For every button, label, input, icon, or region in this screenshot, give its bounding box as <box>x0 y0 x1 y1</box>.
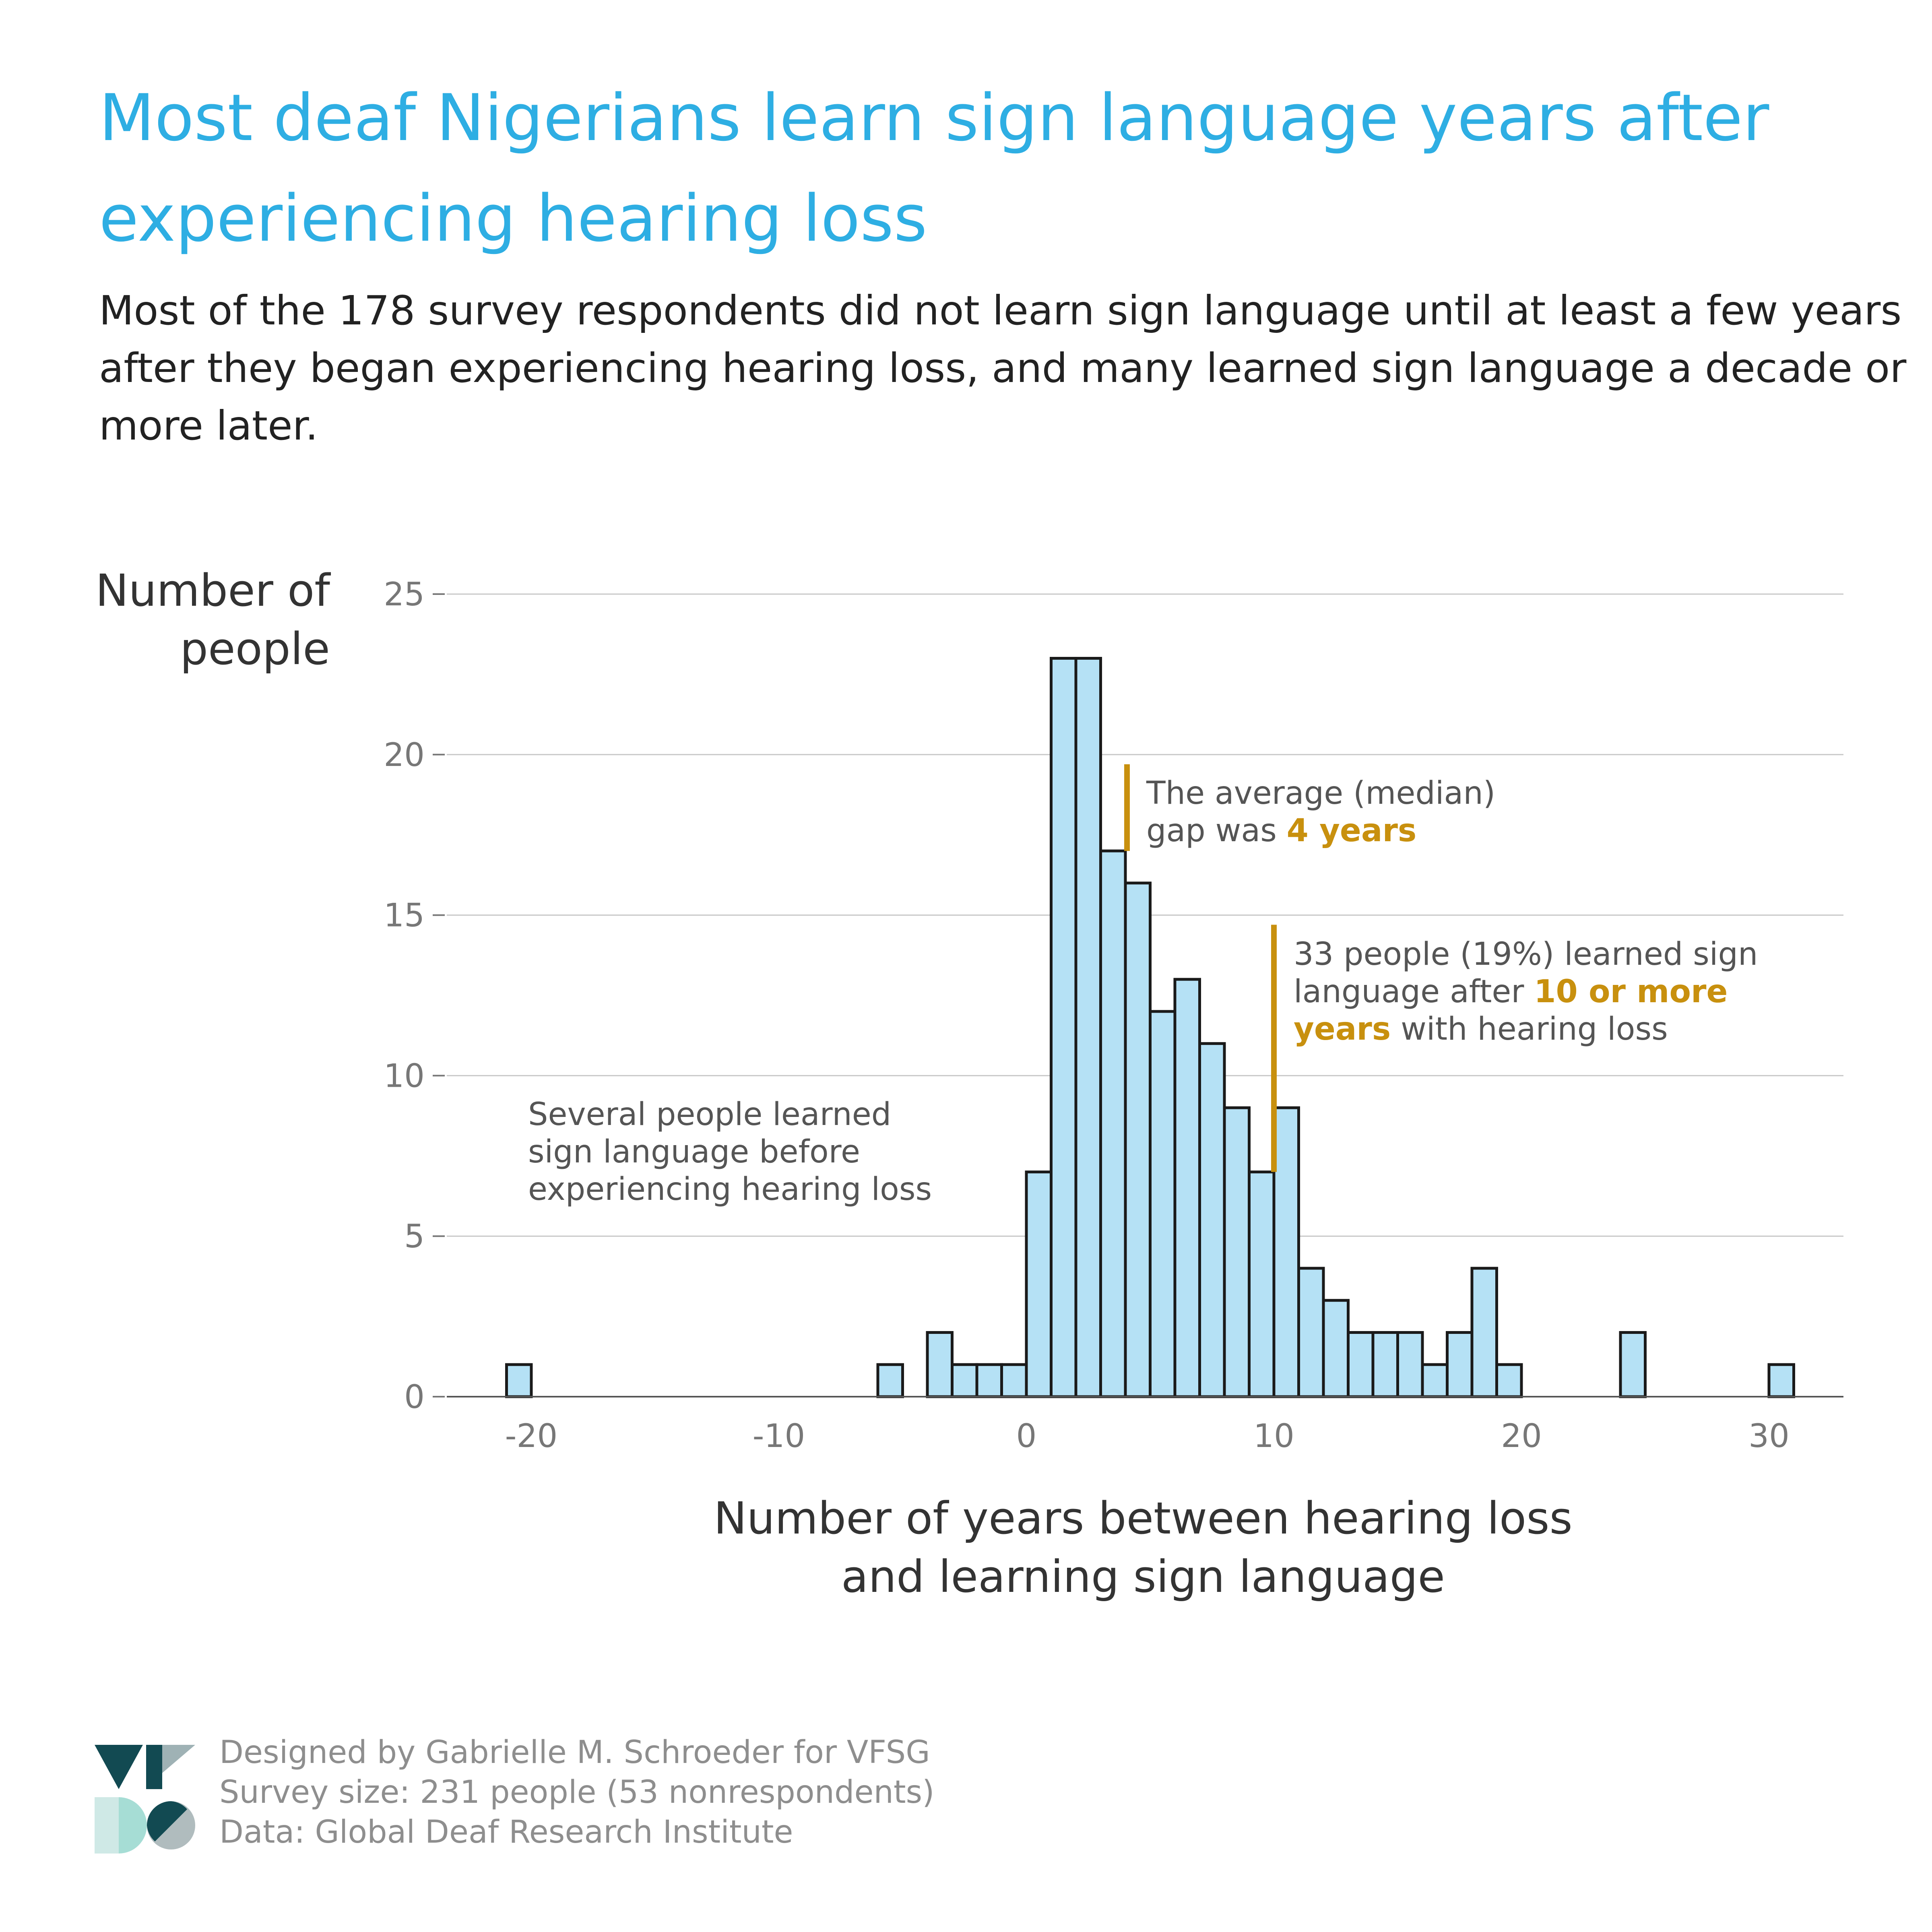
y-axis-title: Number of people <box>40 561 330 678</box>
ten-plus-annotation-highlight-b: years <box>1294 1011 1391 1047</box>
x-tick-label: 30 <box>1748 1417 1790 1455</box>
histogram-bar <box>1272 1106 1300 1398</box>
histogram-bar <box>1396 1331 1424 1398</box>
histogram-bar <box>1495 1363 1523 1398</box>
before-annotation: Several people learned sign language bef… <box>528 1096 932 1208</box>
histogram-bar <box>1099 849 1127 1398</box>
histogram-bar <box>1347 1331 1375 1398</box>
before-annotation-line-1: Several people learned <box>528 1096 892 1133</box>
histogram-bars <box>505 657 1795 1398</box>
histogram-bar <box>1248 1170 1276 1398</box>
x-tick-label: 0 <box>1016 1417 1037 1455</box>
y-tick-label: 0 <box>404 1378 425 1416</box>
histogram-bar <box>1149 1010 1177 1398</box>
histogram-bar <box>1322 1299 1350 1398</box>
x-axis-title: Number of years between hearing loss and… <box>620 1489 1666 1606</box>
x-axis-title-line-2: and learning sign language <box>841 1551 1445 1602</box>
histogram-bar <box>1173 978 1201 1398</box>
before-annotation-line-2: sign language before <box>528 1134 861 1170</box>
before-annotation-line-3: experiencing hearing loss <box>528 1171 932 1208</box>
ten-plus-annotation-prefix: language after <box>1294 974 1534 1010</box>
footer-credits: Designed by Gabrielle M. Schroeder for V… <box>219 1733 935 1852</box>
histogram-bar <box>1050 657 1077 1398</box>
histogram-bar <box>1619 1331 1647 1398</box>
histogram-bar <box>951 1363 978 1398</box>
histogram-chart: 0 5 10 15 20 25 -20 -10 0 10 20 30 <box>384 576 1843 1455</box>
y-tick-label: 15 <box>384 897 425 934</box>
y-tick-label: 5 <box>404 1218 425 1255</box>
x-tick-label: -10 <box>753 1417 805 1455</box>
histogram-bar <box>975 1363 1003 1398</box>
ten-plus-annotation-highlight-a: 10 or more <box>1534 974 1728 1010</box>
histogram-bar <box>1074 657 1102 1398</box>
footer-data-source: Data: Global Deaf Research Institute <box>219 1814 793 1850</box>
vfsg-logo <box>95 1745 195 1854</box>
x-tick-label: -20 <box>505 1417 558 1455</box>
chart-title: Most deaf Nigerians learn sign language … <box>99 80 1769 256</box>
footer-survey-size: Survey size: 231 people (53 nonresponden… <box>219 1774 935 1810</box>
y-tick-label: 20 <box>384 736 425 774</box>
x-axis-title-line-1: Number of years between hearing loss <box>714 1492 1573 1544</box>
y-tick-label: 10 <box>384 1057 425 1094</box>
x-tick-label: 10 <box>1253 1417 1294 1455</box>
reference-lines <box>1124 764 1277 1172</box>
histogram-bar <box>1767 1363 1795 1398</box>
y-axis-title-line-2: people <box>180 623 330 675</box>
histogram-bar <box>1000 1363 1028 1398</box>
median-annotation-line-1: The average (median) <box>1146 775 1496 811</box>
histogram-bar <box>1446 1331 1474 1398</box>
histogram-bar <box>926 1331 954 1398</box>
histogram-bar <box>1421 1363 1449 1398</box>
histogram-bar <box>1371 1331 1399 1398</box>
y-axis-ticks: 0 5 10 15 20 25 <box>384 576 445 1416</box>
histogram-bar <box>1223 1106 1251 1398</box>
ten-plus-annotation-line-1: 33 people (19%) learned sign <box>1294 936 1758 972</box>
y-axis-title-line-1: Number of <box>95 565 330 616</box>
x-tick-label: 20 <box>1501 1417 1542 1455</box>
histogram-bar <box>876 1363 904 1398</box>
histogram-bar <box>1025 1170 1053 1398</box>
y-tick-label: 25 <box>384 576 425 613</box>
median-annotation-highlight: 4 years <box>1286 813 1417 849</box>
ten-plus-annotation: 33 people (19%) learned sign language af… <box>1294 936 1758 1048</box>
median-annotation-prefix: gap was <box>1146 813 1287 849</box>
histogram-bar <box>1198 1042 1226 1398</box>
footer-designer: Designed by Gabrielle M. Schroeder for V… <box>219 1734 930 1771</box>
histogram-bar <box>1124 881 1152 1398</box>
x-axis-ticks: -20 -10 0 10 20 30 <box>447 1396 1843 1455</box>
histogram-bar <box>1297 1267 1325 1398</box>
histogram-bar <box>505 1363 533 1398</box>
chart-subtitle: Most of the 178 survey respondents did n… <box>99 287 1907 449</box>
histogram-bar <box>1470 1267 1498 1398</box>
ten-plus-annotation-suffix: with hearing loss <box>1391 1011 1668 1047</box>
median-annotation: The average (median) gap was 4 years <box>1146 775 1495 850</box>
